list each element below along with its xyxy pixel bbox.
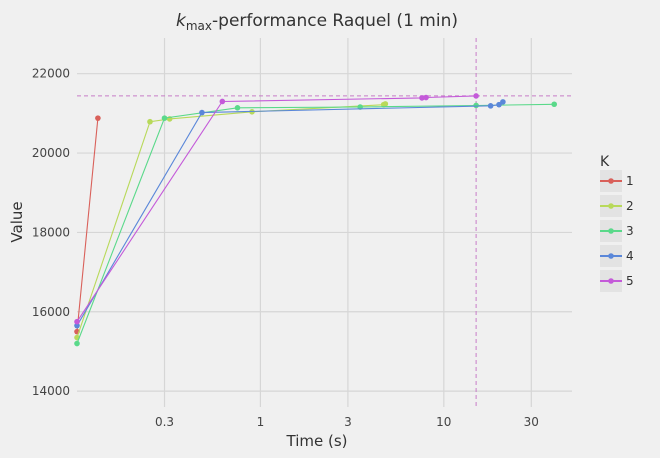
y-tick-label: 18000 [32, 225, 70, 239]
legend-swatch-marker [608, 203, 614, 209]
series-line [76, 103, 386, 338]
x-tick-label: 10 [436, 415, 451, 429]
data-point [473, 93, 479, 99]
x-tick-label: 0.3 [155, 415, 174, 429]
data-point [95, 115, 101, 121]
legend-item-4: 4 [600, 245, 634, 267]
grid [77, 38, 572, 407]
data-point [551, 101, 558, 108]
series-line [76, 101, 504, 326]
legend-label: 2 [626, 199, 634, 213]
chart-title: kmax-performance Raquel (1 min) [176, 11, 458, 33]
y-tick-label: 14000 [32, 384, 70, 398]
legend-label: 3 [626, 224, 634, 238]
legend-item-5: 5 [600, 270, 634, 292]
data-point [74, 322, 80, 329]
y-axis-label: Value [8, 201, 26, 242]
legend: K 1 2 3 4 5 [600, 154, 634, 292]
legend-swatch-marker [608, 253, 614, 259]
legend-item-2: 2 [600, 195, 634, 217]
legend-swatch-marker [608, 178, 614, 184]
legend-label: 1 [626, 174, 634, 188]
data-point [419, 95, 425, 101]
data-point [219, 98, 226, 105]
y-tick-label: 22000 [32, 67, 70, 81]
y-axis-ticks: 14000 16000 18000 20000 22000 [32, 67, 70, 398]
data-point [161, 115, 168, 121]
series-group [74, 93, 558, 347]
series-line [76, 95, 477, 323]
legend-item-3: 3 [600, 220, 634, 242]
legend-swatch-marker [608, 228, 614, 234]
x-tick-label: 3 [344, 415, 352, 429]
data-point [74, 318, 80, 325]
legend-title: K [600, 154, 610, 170]
series-4 [74, 99, 506, 329]
legend-item-1: 1 [600, 170, 634, 192]
data-point [423, 94, 429, 101]
series-line [76, 118, 99, 332]
data-point [473, 102, 479, 109]
data-point [199, 109, 205, 116]
series-2 [74, 101, 389, 341]
data-point [487, 103, 494, 109]
legend-swatch-marker [608, 278, 614, 284]
data-point [147, 118, 153, 125]
reference-lines [77, 38, 572, 407]
y-tick-label: 20000 [32, 146, 70, 160]
x-tick-label: 1 [257, 415, 265, 429]
legend-label: 5 [626, 274, 634, 288]
series-5 [74, 93, 479, 325]
data-point [234, 105, 241, 111]
data-point [496, 101, 502, 108]
legend-label: 4 [626, 249, 634, 263]
x-axis-label: Time (s) [286, 432, 348, 450]
series-line [76, 103, 555, 344]
series-1 [74, 115, 101, 335]
data-point [74, 340, 80, 347]
y-tick-label: 16000 [32, 305, 70, 319]
x-tick-label: 30 [524, 415, 539, 429]
x-axis-ticks: 0.3 1 3 10 30 [155, 415, 539, 429]
data-point [382, 101, 389, 107]
series-3 [74, 101, 558, 347]
data-point [500, 99, 506, 105]
